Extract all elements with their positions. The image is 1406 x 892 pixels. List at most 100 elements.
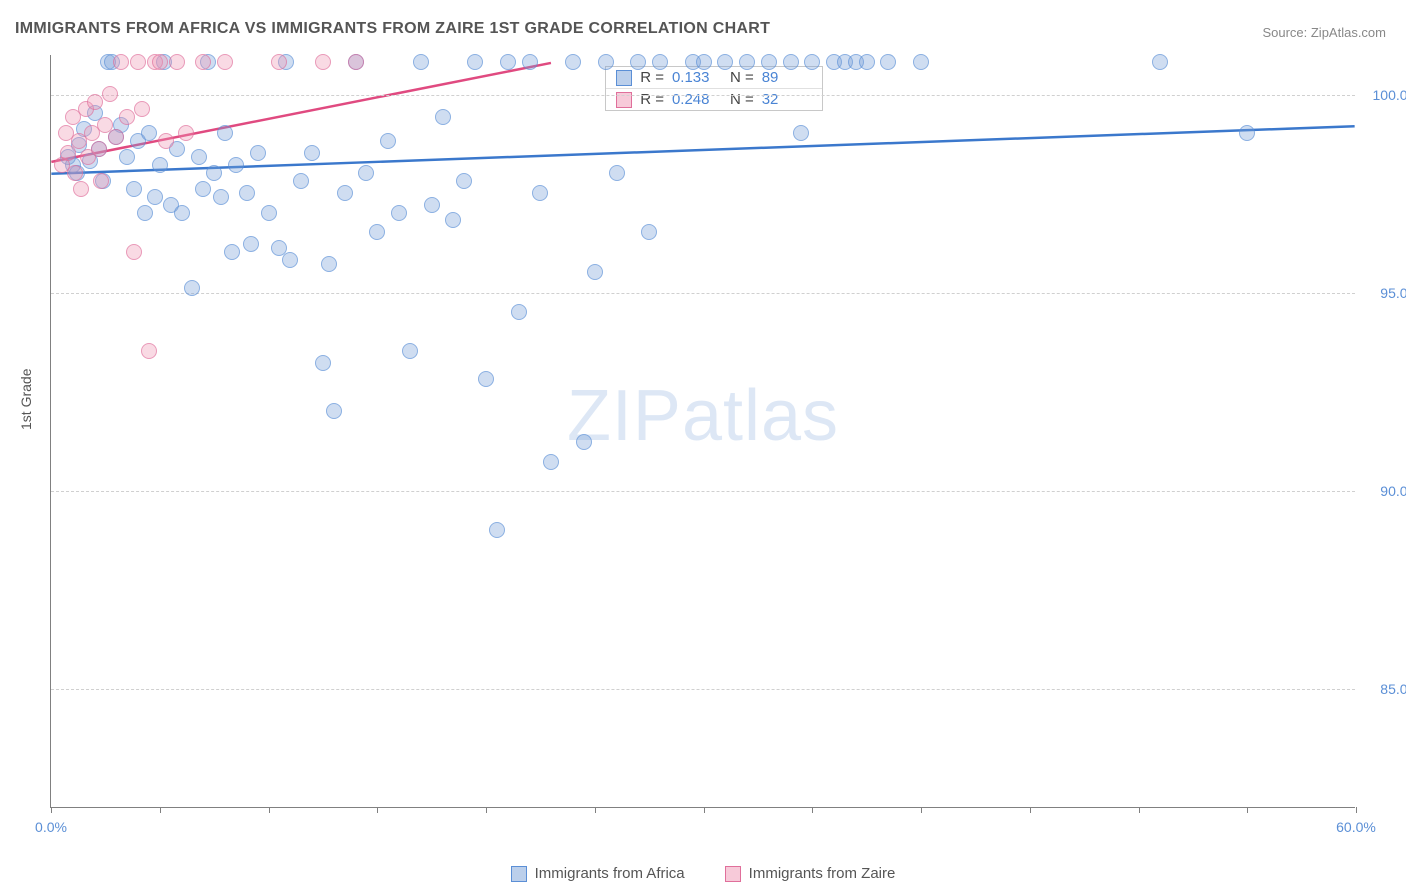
grid-line-horizontal (51, 491, 1355, 492)
x-tick (1030, 807, 1031, 813)
trend-line (51, 126, 1354, 173)
x-tick (921, 807, 922, 813)
data-point (315, 355, 331, 371)
grid-line-horizontal (51, 689, 1355, 690)
data-point (445, 212, 461, 228)
x-tick (51, 807, 52, 813)
x-tick (1247, 807, 1248, 813)
data-point (243, 236, 259, 252)
legend-swatch (616, 70, 632, 86)
data-point (169, 54, 185, 70)
data-point (134, 101, 150, 117)
chart-title: IMMIGRANTS FROM AFRICA VS IMMIGRANTS FRO… (15, 20, 770, 38)
data-point (565, 54, 581, 70)
data-point (195, 54, 211, 70)
data-point (67, 165, 83, 181)
data-point (224, 244, 240, 260)
data-point (500, 54, 516, 70)
x-tick (486, 807, 487, 813)
data-point (761, 54, 777, 70)
data-point (1239, 125, 1255, 141)
r-value: 0.133 (672, 69, 722, 86)
data-point (119, 149, 135, 165)
data-point (424, 197, 440, 213)
r-legend-row: R = 0.133 N = 89 (606, 67, 822, 88)
data-point (191, 149, 207, 165)
data-point (93, 173, 109, 189)
correlation-legend: R =0.133N =89R =0.248N =32 (605, 66, 823, 111)
data-point (217, 125, 233, 141)
data-point (250, 145, 266, 161)
data-point (141, 125, 157, 141)
legend-series-name: Immigrants from Zaire (749, 865, 896, 882)
x-tick (1356, 807, 1357, 813)
data-point (358, 165, 374, 181)
data-point (141, 343, 157, 359)
x-tick (812, 807, 813, 813)
data-point (119, 109, 135, 125)
y-axis-label: 1st Grade (18, 369, 34, 430)
data-point (489, 522, 505, 538)
source-credit: Source: ZipAtlas.com (1262, 25, 1386, 40)
source-link[interactable]: ZipAtlas.com (1311, 25, 1386, 40)
data-point (402, 343, 418, 359)
data-point (102, 86, 118, 102)
x-tick (160, 807, 161, 813)
data-point (413, 54, 429, 70)
data-point (108, 129, 124, 145)
x-tick (269, 807, 270, 813)
series-legend: Immigrants from Africa Immigrants from Za… (0, 865, 1406, 882)
data-point (641, 224, 657, 240)
data-point (456, 173, 472, 189)
scatter-plot-area: ZIPatlas R =0.133N =89R =0.248N =32 85.0… (50, 55, 1355, 808)
data-point (282, 252, 298, 268)
y-tick-label: 100.0% (1373, 87, 1406, 103)
x-tick (704, 807, 705, 813)
data-point (261, 205, 277, 221)
data-point (652, 54, 668, 70)
data-point (630, 54, 646, 70)
grid-line-horizontal (51, 95, 1355, 96)
data-point (880, 54, 896, 70)
data-point (380, 133, 396, 149)
x-tick (377, 807, 378, 813)
legend-swatch (725, 866, 741, 882)
data-point (532, 185, 548, 201)
data-point (511, 304, 527, 320)
legend-item: Immigrants from Africa (511, 865, 685, 882)
y-tick-label: 85.0% (1380, 681, 1406, 697)
data-point (337, 185, 353, 201)
data-point (859, 54, 875, 70)
data-point (587, 264, 603, 280)
data-point (87, 94, 103, 110)
data-point (130, 54, 146, 70)
data-point (1152, 54, 1168, 70)
n-label: N = (730, 69, 754, 86)
data-point (158, 133, 174, 149)
n-value: 89 (762, 69, 812, 86)
legend-item: Immigrants from Zaire (725, 865, 896, 882)
data-point (304, 145, 320, 161)
x-tick (1139, 807, 1140, 813)
data-point (228, 157, 244, 173)
r-label: R = (640, 69, 664, 86)
data-point (113, 54, 129, 70)
data-point (293, 173, 309, 189)
data-point (206, 165, 222, 181)
data-point (793, 125, 809, 141)
source-prefix: Source: (1262, 25, 1310, 40)
data-point (147, 189, 163, 205)
data-point (717, 54, 733, 70)
x-tick-label: 0.0% (35, 819, 67, 835)
data-point (213, 189, 229, 205)
data-point (152, 54, 168, 70)
data-point (217, 54, 233, 70)
data-point (598, 54, 614, 70)
data-point (478, 371, 494, 387)
data-point (804, 54, 820, 70)
data-point (174, 205, 190, 221)
legend-series-name: Immigrants from Africa (535, 865, 685, 882)
data-point (543, 454, 559, 470)
data-point (73, 181, 89, 197)
data-point (152, 157, 168, 173)
